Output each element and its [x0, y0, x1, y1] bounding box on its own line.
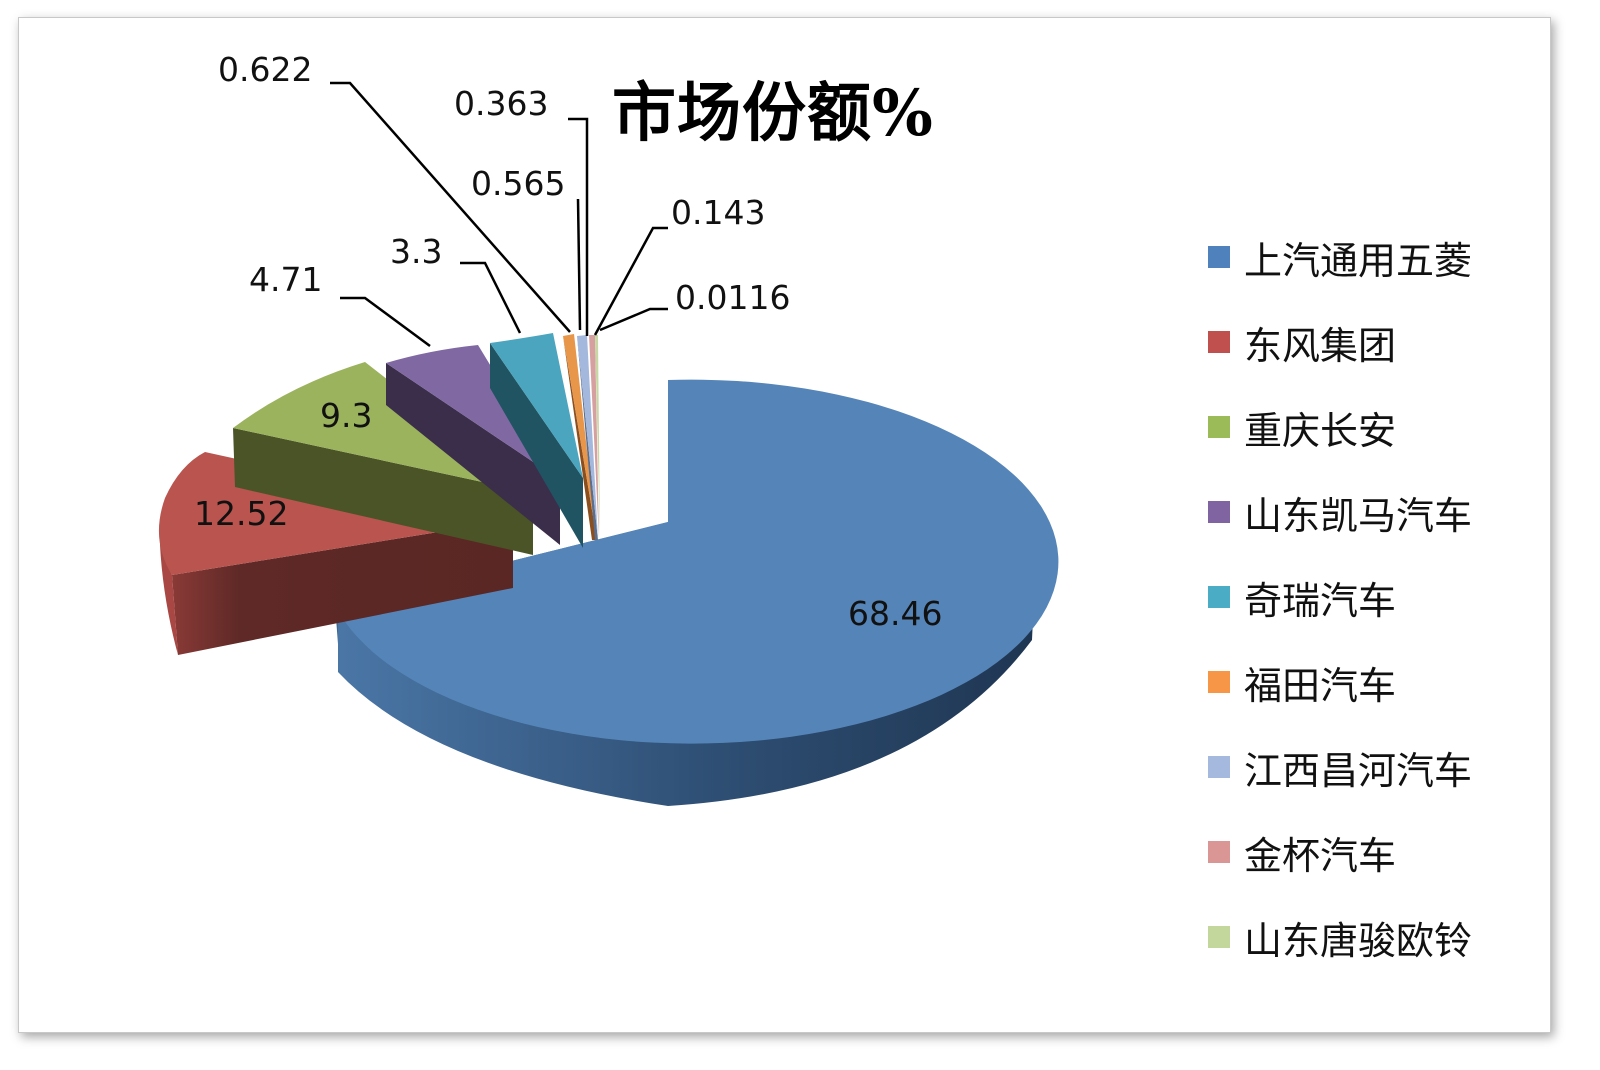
legend-item-changhe[interactable]: 江西昌河汽车 [1208, 742, 1473, 793]
legend-item-chery[interactable]: 奇瑞汽车 [1208, 572, 1397, 623]
legend-swatch-icon [1208, 586, 1230, 608]
data-label-0-143: 0.143 [671, 193, 766, 232]
legend-item-jinbei[interactable]: 金杯汽车 [1208, 827, 1397, 878]
legend-swatch-icon [1208, 501, 1230, 523]
data-label-3-3: 3.3 [390, 232, 443, 271]
slice-jinbei[interactable] [589, 335, 599, 540]
legend-item-dongfeng[interactable]: 东风集团 [1208, 317, 1397, 368]
legend-item-foton[interactable]: 福田汽车 [1208, 657, 1397, 708]
legend-swatch-icon [1208, 926, 1230, 948]
slice-kama[interactable] [386, 345, 560, 545]
slice-shanghai-gm-wuling[interactable] [335, 379, 1059, 806]
legend-swatch-icon [1208, 671, 1230, 693]
legend-label: 山东凯马汽车 [1244, 493, 1473, 538]
legend-label: 上汽通用五菱 [1244, 238, 1473, 283]
slice-foton[interactable] [563, 334, 597, 540]
data-label-0-0116: 0.0116 [675, 278, 791, 317]
data-label-0-565: 0.565 [471, 164, 566, 203]
legend-item-shanghai-gm-wuling[interactable]: 上汽通用五菱 [1208, 232, 1473, 283]
legend-label: 奇瑞汽车 [1244, 578, 1397, 623]
legend-swatch-icon [1208, 756, 1230, 778]
legend-label: 重庆长安 [1244, 408, 1397, 453]
legend-label: 东风集团 [1244, 323, 1397, 368]
data-label-9-3: 9.3 [320, 396, 373, 435]
legend-label: 山东唐骏欧铃 [1244, 918, 1473, 963]
legend-item-tangjun[interactable]: 山东唐骏欧铃 [1208, 912, 1473, 963]
data-label-0-363: 0.363 [454, 84, 549, 123]
data-label-0-622: 0.622 [218, 50, 313, 89]
data-label-12-52: 12.52 [194, 494, 289, 533]
legend-swatch-icon [1208, 246, 1230, 268]
slice-tangjun[interactable] [595, 335, 600, 540]
slice-changhe[interactable] [577, 335, 598, 540]
legend-item-changan[interactable]: 重庆长安 [1208, 402, 1397, 453]
legend-label: 金杯汽车 [1244, 833, 1397, 878]
leader-lines [330, 81, 668, 348]
data-label-68-46: 68.46 [848, 594, 943, 633]
legend-swatch-icon [1208, 841, 1230, 863]
slice-chery[interactable] [490, 333, 583, 548]
legend-swatch-icon [1208, 331, 1230, 353]
legend-swatch-icon [1208, 416, 1230, 438]
chart-title: 市场份额% [612, 76, 934, 151]
legend-label: 福田汽车 [1244, 663, 1397, 708]
legend-item-kama[interactable]: 山东凯马汽车 [1208, 487, 1473, 538]
legend-label: 江西昌河汽车 [1244, 748, 1473, 793]
data-label-4-71: 4.71 [249, 260, 323, 299]
